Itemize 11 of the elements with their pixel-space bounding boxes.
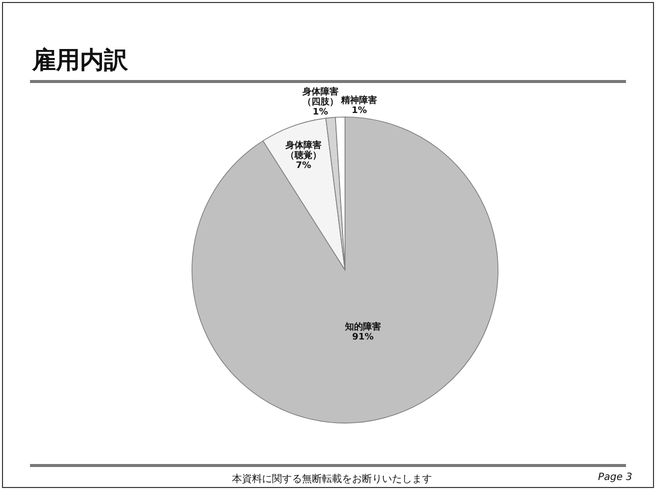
slice-label: 知的障害 xyxy=(344,322,381,333)
slice-label: 精神障害 xyxy=(340,94,378,106)
slice-label: 身体障害（聴覚） xyxy=(284,140,322,161)
slice-label: 身体障害（四肢） xyxy=(301,86,338,108)
data-label: 7% xyxy=(296,160,312,171)
data-label: 1% xyxy=(312,107,328,118)
text: 本資料に関する無断転載をお断りいたします xyxy=(232,472,432,486)
text: Page 3 xyxy=(598,472,632,483)
chart-title: 雇用内訳 xyxy=(32,45,128,76)
data-label: 1% xyxy=(352,106,367,116)
data-label: 91% xyxy=(352,332,374,343)
